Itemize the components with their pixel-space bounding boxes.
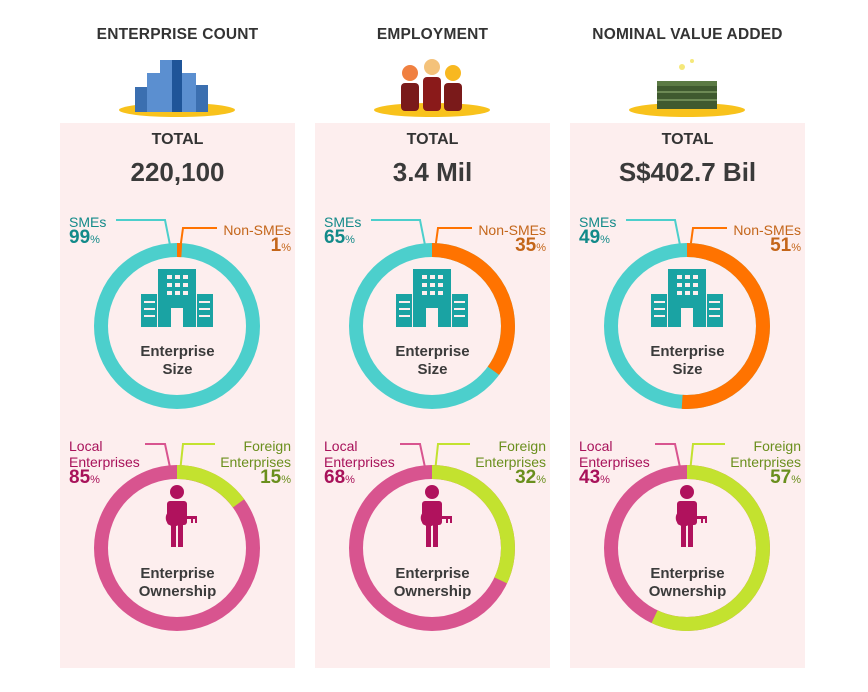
local-percent: 85%	[69, 467, 100, 488]
non-sme-label: Non-SMEs	[478, 222, 546, 238]
donut-charts	[349, 219, 515, 631]
size-chart-title: Enterprise Size	[140, 343, 215, 378]
ownership-donut-leader-a	[400, 443, 427, 473]
buildings-icon	[119, 60, 235, 117]
money-stack-icon	[629, 59, 745, 117]
sme-legend: SMEs 65%	[324, 214, 361, 248]
foreign-percent: 15%	[260, 467, 291, 488]
ownership-chart-title: Enterprise Ownership	[648, 565, 727, 600]
ownership-donut-leader-b	[434, 443, 470, 473]
size-donut-leader-a	[371, 219, 427, 251]
size-chart-title: Enterprise Size	[650, 343, 725, 378]
total-value: 220,100	[130, 157, 225, 187]
local-percent: 68%	[324, 467, 355, 488]
office-building-icon	[141, 269, 213, 327]
sme-percent: 49%	[579, 227, 610, 248]
workers-icon	[374, 59, 490, 117]
size-donut-slice-b	[349, 243, 515, 409]
sme-percent: 99%	[69, 227, 100, 248]
metric-panel: TOTAL S$402.7 Bil SMEs 49% Non-SMEs 51% …	[570, 123, 805, 668]
size-donut-slice-b	[94, 243, 260, 409]
local-legend: Local Enterprises 85%	[69, 438, 140, 488]
local-legend: Local Enterprises 43%	[579, 438, 650, 488]
size-donut-slice-b	[604, 243, 770, 409]
donut-charts	[94, 219, 260, 631]
non-sme-label: Non-SMEs	[733, 222, 801, 238]
size-donut-leader-a	[116, 219, 172, 251]
businessman-key-icon	[165, 485, 197, 547]
ownership-donut-leader-a	[655, 443, 682, 473]
sme-label: SMEs	[324, 214, 362, 230]
foreign-percent: 57%	[770, 467, 801, 488]
non-sme-legend: Non-SMEs 51%	[733, 222, 801, 256]
ownership-chart-title: Enterprise Ownership	[393, 565, 472, 600]
ownership-donut-slice-b	[604, 465, 770, 631]
metric-column: ENTERPRISE COUNT TOTAL 220,100 SMEs 99% …	[60, 0, 295, 692]
sme-legend: SMEs 99%	[69, 214, 106, 248]
foreign-legend: Foreign Enterprises 15%	[220, 438, 291, 488]
office-building-icon	[396, 269, 468, 327]
ownership-donut-leader-b	[689, 443, 725, 473]
office-building-icon	[651, 269, 723, 327]
total-value: S$402.7 Bil	[618, 157, 757, 187]
ownership-donut-slice-b	[349, 465, 515, 631]
total-label: TOTAL	[406, 131, 459, 148]
sme-label: SMEs	[579, 214, 617, 230]
metric-heading: EMPLOYMENT	[376, 26, 489, 43]
total-label: TOTAL	[151, 131, 204, 148]
donut-charts	[604, 219, 770, 631]
total-label: TOTAL	[661, 131, 714, 148]
size-donut-leader-b	[179, 227, 217, 251]
size-donut-leader-a	[626, 219, 682, 251]
size-donut-leader-b	[689, 227, 727, 251]
foreign-legend: Foreign Enterprises 32%	[475, 438, 546, 488]
ownership-donut-slice-b	[94, 465, 260, 631]
businessman-key-icon	[675, 485, 707, 547]
total-value: 3.4 Mil	[392, 157, 473, 187]
non-sme-label: Non-SMEs	[223, 222, 291, 238]
sme-label: SMEs	[69, 214, 107, 230]
non-sme-legend: Non-SMEs 1%	[223, 222, 291, 256]
non-sme-percent: 1%	[270, 235, 291, 256]
non-sme-percent: 51%	[770, 235, 801, 256]
metric-heading: ENTERPRISE COUNT	[96, 26, 259, 43]
local-percent: 43%	[579, 467, 610, 488]
metric-column: EMPLOYMENT TOTAL 3.4 Mil SMEs 65% Non-SM…	[315, 0, 550, 692]
foreign-legend: Foreign Enterprises 57%	[730, 438, 801, 488]
ownership-donut-leader-a	[145, 443, 172, 473]
metric-column: NOMINAL VALUE ADDED TOTAL S$402.7 Bil SM…	[570, 0, 805, 692]
foreign-percent: 32%	[515, 467, 546, 488]
ownership-donut-leader-b	[179, 443, 215, 473]
sme-percent: 65%	[324, 227, 355, 248]
metric-panel: TOTAL 3.4 Mil SMEs 65% Non-SMEs 35% Ente…	[315, 123, 550, 668]
metric-panel: TOTAL 220,100 SMEs 99% Non-SMEs 1% Enter…	[60, 123, 295, 668]
ownership-chart-title: Enterprise Ownership	[138, 565, 217, 600]
sme-legend: SMEs 49%	[579, 214, 616, 248]
non-sme-legend: Non-SMEs 35%	[478, 222, 546, 256]
businessman-key-icon	[420, 485, 452, 547]
non-sme-percent: 35%	[515, 235, 546, 256]
local-legend: Local Enterprises 68%	[324, 438, 395, 488]
size-donut-leader-b	[434, 227, 472, 251]
metric-heading: NOMINAL VALUE ADDED	[592, 26, 783, 43]
size-chart-title: Enterprise Size	[395, 343, 470, 378]
